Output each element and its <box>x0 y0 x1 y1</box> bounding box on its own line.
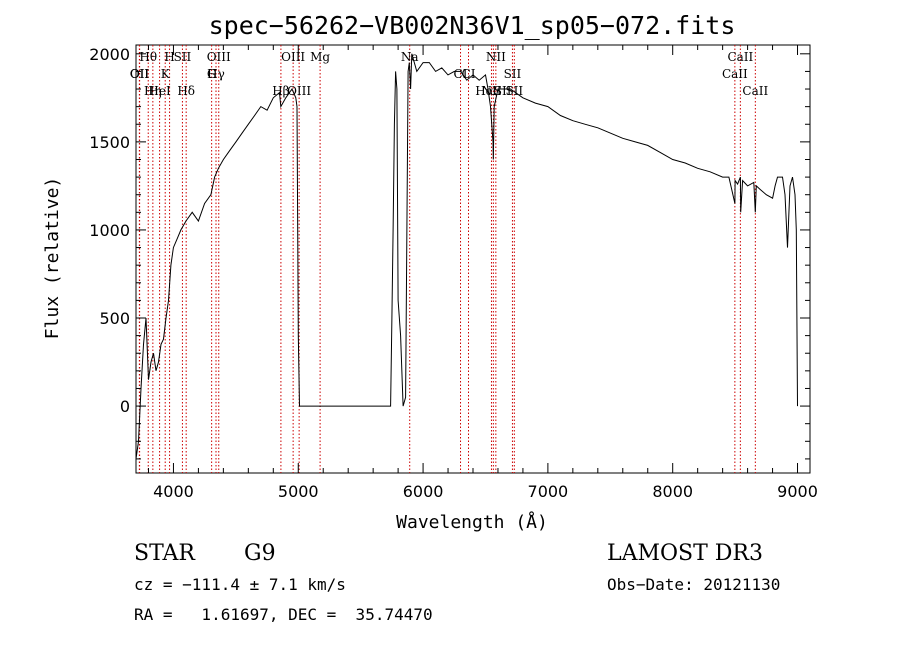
line-marker-label: NII <box>481 84 501 98</box>
coordinates: RA = 1.61697, DEC = 35.74470 <box>134 605 433 624</box>
y-tick-label: 2000 <box>89 45 130 64</box>
y-axis-label: Flux (relative) <box>42 177 63 340</box>
line-marker-label: NII <box>486 50 506 64</box>
line-marker-label: CaII <box>742 84 768 98</box>
y-tick-label: 1000 <box>89 221 130 240</box>
x-tick-label: 5000 <box>278 482 319 501</box>
line-marker-label: K <box>161 67 171 81</box>
x-tick-label: 9000 <box>777 482 818 501</box>
line-marker-label: Hγ <box>207 67 225 81</box>
line-marker-label: OIII <box>281 50 305 64</box>
x-axis-label: Wavelength (Å) <box>396 511 548 533</box>
x-tick-label: 6000 <box>403 482 444 501</box>
x-tick-label: 4000 <box>153 482 194 501</box>
line-marker-label: Mg <box>310 50 330 64</box>
line-marker-label: OIII <box>287 84 311 98</box>
line-marker-label: OIII <box>207 50 231 64</box>
line-marker-label: HαSII <box>475 84 512 98</box>
spectrum-line <box>135 53 798 459</box>
line-marker-label: OII <box>130 67 150 81</box>
line-marker-label: CaII <box>722 67 748 81</box>
plot-frame <box>135 44 811 474</box>
y-tick-label: 1500 <box>89 133 130 152</box>
line-marker-label: Na <box>401 50 419 64</box>
line-marker-label: G <box>207 67 217 81</box>
line-marker-label: OII <box>130 67 150 81</box>
survey-name: LAMOST DR3 <box>607 541 763 566</box>
obs-date: Obs−Date: 20121130 <box>607 575 780 594</box>
line-marker-label: Hη <box>144 84 162 98</box>
y-tick-label: 0 <box>120 397 130 416</box>
line-marker-label: H <box>164 50 174 64</box>
line-marker-label: SII <box>504 67 522 81</box>
subclass: G9 <box>244 541 276 566</box>
chart-title: spec−56262−VB002N36V1_sp05−072.fits <box>209 11 736 40</box>
line-marker-label: SII <box>174 50 192 64</box>
x-tick-label: 7000 <box>528 482 569 501</box>
line-marker-label: Hδ <box>177 84 195 98</box>
line-marker-label: HeI <box>148 84 171 98</box>
line-marker-label: Hθ <box>139 50 157 64</box>
line-marker-label: CaII <box>727 50 753 64</box>
y-tick-label: 500 <box>99 309 130 328</box>
series-group <box>135 53 798 459</box>
object-type: STAR <box>134 541 196 566</box>
y-axis-ticks: 0 500 1000 1500 2000 <box>89 45 810 460</box>
line-markers <box>138 45 756 473</box>
redshift-readout: cz = −111.4 ± 7.1 km/s <box>134 575 346 594</box>
x-tick-label: 8000 <box>652 482 693 501</box>
x-axis-ticks: 4000 5000 6000 7000 8000 9000 <box>147 45 818 501</box>
line-marker-label: CI <box>454 67 468 81</box>
